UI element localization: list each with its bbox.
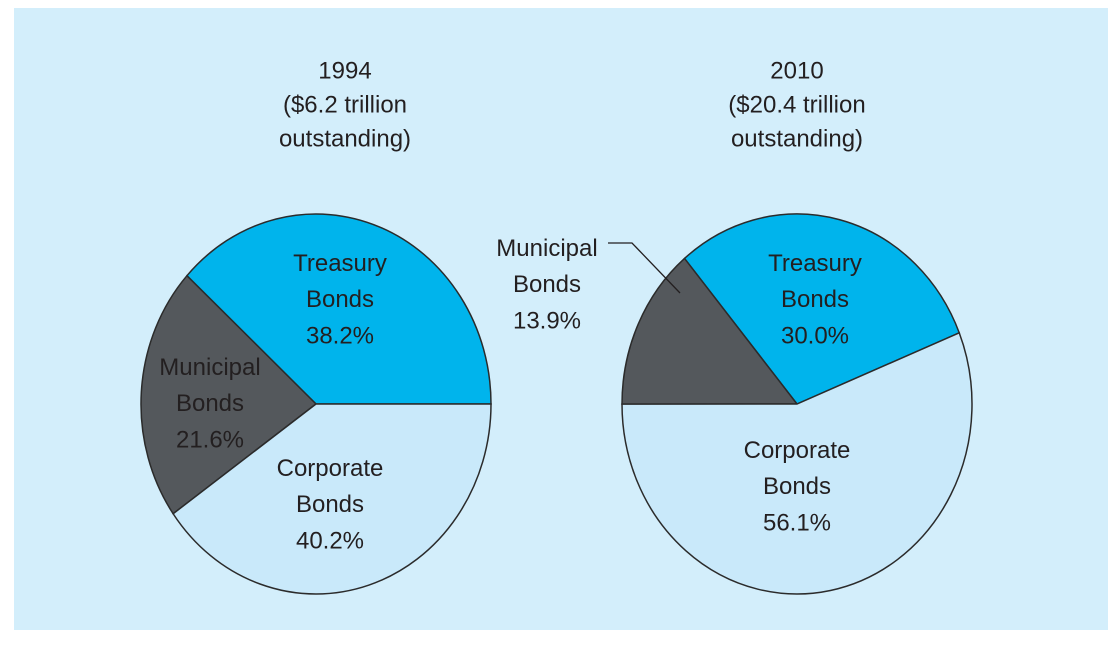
pie-title: ($6.2 trillion (283, 91, 407, 118)
slice-label: Corporate Bonds (277, 455, 384, 518)
pie-slice (140, 274, 318, 515)
value-label: 56.1% (763, 509, 831, 536)
slice-label: Corporate Bonds (744, 437, 851, 500)
pie-title: 2010 (770, 57, 823, 84)
slice-label: Municipal Bonds (496, 235, 597, 298)
value-label: 13.9% (513, 307, 581, 334)
pie-title: outstanding) (731, 125, 863, 152)
pie-title: outstanding) (279, 125, 411, 152)
pie-title: ($20.4 trillion (728, 91, 865, 118)
value-label: 38.2% (306, 322, 374, 349)
slice-label: Municipal Bonds (159, 354, 260, 417)
leader-line (608, 242, 681, 294)
pie-slice (683, 213, 961, 405)
value-label: 21.6% (176, 426, 244, 453)
pie-slice (621, 257, 799, 405)
value-label: 40.2% (296, 527, 364, 554)
pie-slice (185, 213, 492, 405)
pie-slice (621, 331, 973, 595)
slice-label: Treasury Bonds (293, 250, 387, 313)
slice-label: Treasury Bonds (768, 250, 862, 313)
pie-title: 1994 (318, 57, 371, 84)
value-label: 30.0% (781, 322, 849, 349)
pie-slice (172, 403, 492, 595)
